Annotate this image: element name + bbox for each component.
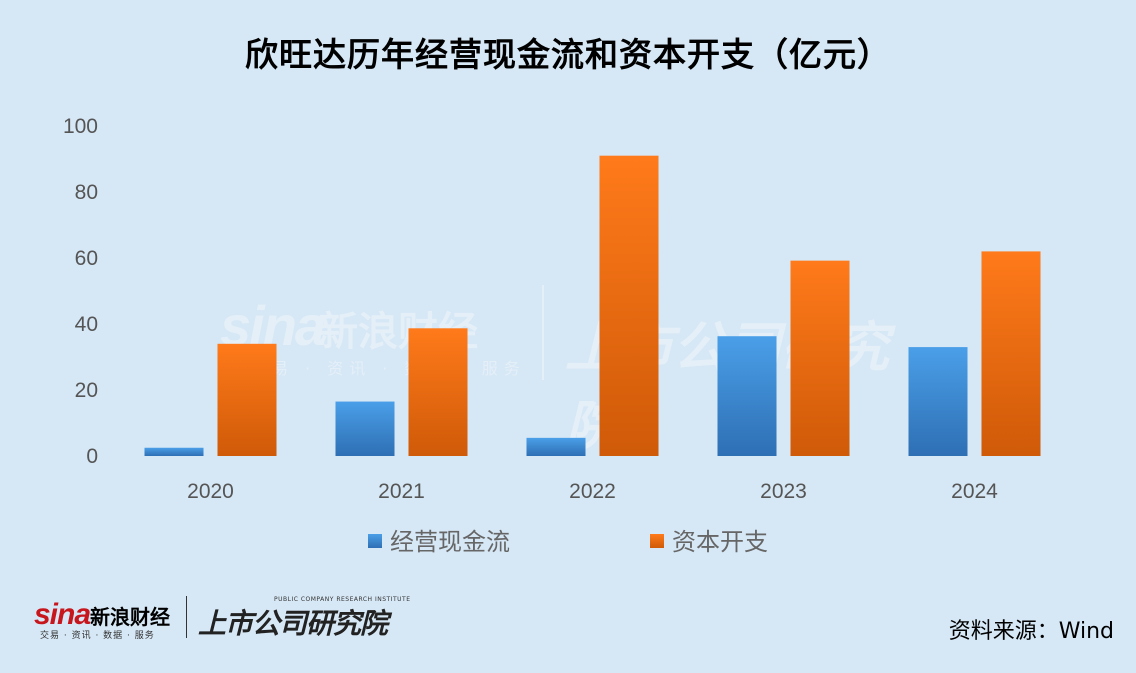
y-tick-label: 0 (86, 445, 98, 468)
x-axis: 2020 2021 2022 2023 2024 (187, 480, 998, 503)
x-tick-label: 2021 (378, 480, 425, 503)
legend-swatch (650, 534, 664, 548)
bar-capex-2021 (408, 328, 468, 456)
bars-group (144, 155, 1041, 456)
y-axis: 0 20 40 60 80 100 (63, 115, 98, 468)
bar-operating-cash-flow-2020 (144, 447, 204, 456)
legend-label: 经营现金流 (390, 528, 510, 556)
chart-title: 欣旺达历年经营现金流和资本开支（亿元） (245, 35, 891, 74)
bar-capex-2020 (217, 343, 277, 456)
bar-operating-cash-flow-2024 (908, 347, 968, 456)
footer-logo: sina 新浪财经 交易 · 资讯 · 数据 · 服务 PUBLIC COMPA… (34, 594, 414, 642)
bar-capex-2024 (981, 251, 1041, 456)
legend-label: 资本开支 (672, 528, 768, 556)
sina-logo: sina (34, 598, 91, 631)
bar-operating-cash-flow-2022 (526, 437, 586, 456)
bar-capex-2022 (599, 155, 659, 456)
brand-tagline: 交易 · 资讯 · 数据 · 服务 (40, 631, 155, 641)
legend: 经营现金流 资本开支 (368, 528, 768, 556)
brand-name: 新浪财经 (90, 605, 170, 629)
legend-swatch (368, 534, 382, 548)
institute-english-name: PUBLIC COMPANY RESEARCH INSTITUTE (274, 596, 411, 603)
y-tick-label: 80 (75, 181, 98, 204)
y-tick-label: 40 (75, 313, 98, 336)
institute-name: 上市公司研究院 (198, 607, 388, 640)
x-tick-label: 2020 (187, 480, 234, 503)
x-tick-label: 2022 (569, 480, 616, 503)
y-tick-label: 60 (75, 247, 98, 270)
bar-capex-2023 (790, 260, 850, 456)
bar-operating-cash-flow-2023 (717, 336, 777, 456)
y-tick-label: 100 (63, 115, 98, 138)
x-tick-label: 2024 (951, 480, 998, 503)
bar-operating-cash-flow-2021 (335, 401, 395, 456)
y-tick-label: 20 (75, 379, 98, 402)
x-tick-label: 2023 (760, 480, 807, 503)
logo-divider (186, 596, 187, 638)
source-note: 资料来源：Wind (948, 619, 1114, 644)
